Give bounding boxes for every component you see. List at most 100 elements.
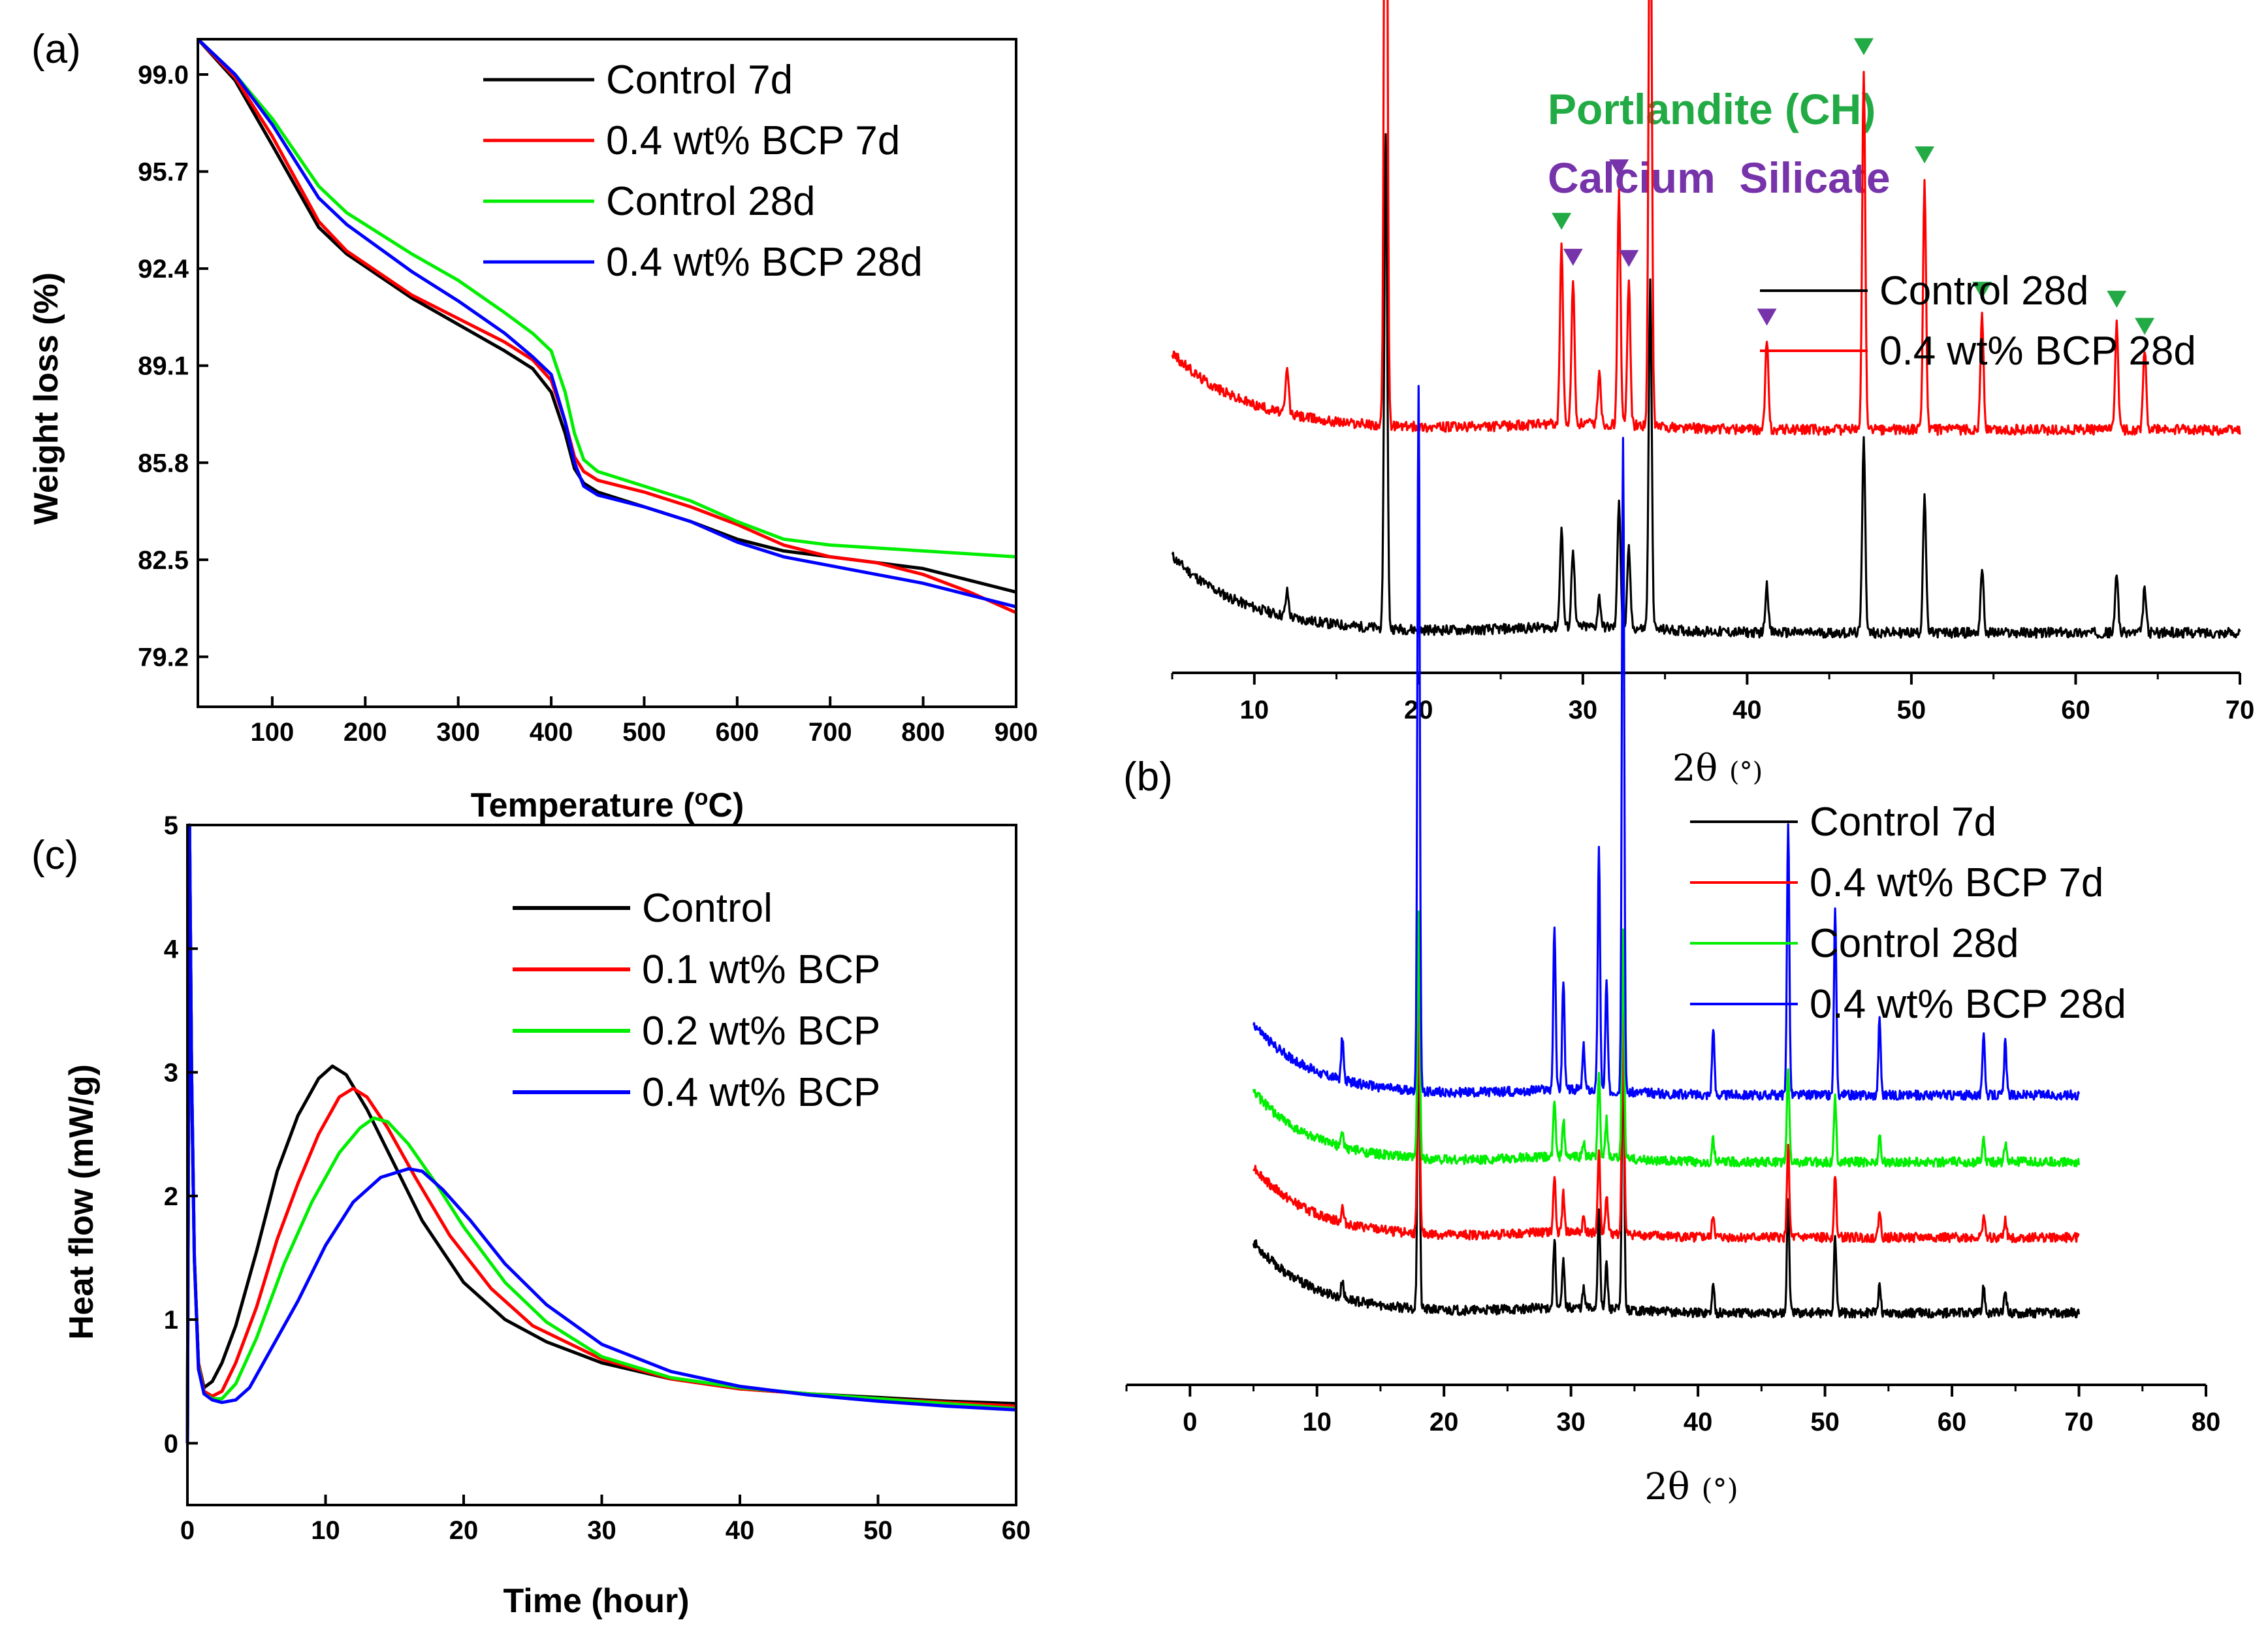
cal-series-0-1-wt-bcp <box>185 823 1017 1444</box>
cal-x-tick-label: 60 <box>1002 1516 1031 1545</box>
xrd-bot-pattern-0-4-wt-bcp-7d <box>1253 990 2080 1244</box>
xrd-top-legend-label-control-28d: Control 28d <box>1879 268 2089 314</box>
cal-x-tick-label: 20 <box>449 1516 479 1545</box>
portlandite-peak-marker <box>1552 212 1572 230</box>
calorimetry-legend: Control 0.1 wt% BCP 0.2 wt% BCP 0.4 wt% BCP <box>513 886 880 1115</box>
xrd-bot-x-tick-label: 80 <box>2192 1408 2221 1436</box>
xrd-bot-pattern-0-4-wt-bcp-28d <box>1252 385 2081 1101</box>
xrd-top-x-tick-label: 50 <box>1897 696 1926 724</box>
calcium-silicate-peak-marker <box>1619 250 1639 267</box>
xrd-top-legend-label-0-4-wt-bcp-28d: 0.4 wt% BCP 28d <box>1879 329 2196 374</box>
cal-y-tick-label: 1 <box>164 1306 178 1335</box>
tga-x-tick-label: 700 <box>808 718 852 747</box>
xrd-bot-x-tick-label: 70 <box>2064 1408 2094 1436</box>
xrd-bot-legend-label-0-4-wt-bcp-7d: 0.4 wt% BCP 7d <box>1810 860 2103 905</box>
portlandite-peak-marker <box>2135 317 2155 335</box>
xrd-bot-x-tick-label: 20 <box>1429 1408 1459 1436</box>
tga-y-tick-label: 92.4 <box>138 255 189 284</box>
tga-y-tick-label: 79.2 <box>138 643 189 672</box>
cal-series-control <box>185 823 1017 1444</box>
tga-y-axis-title: Weight loss (%) <box>27 272 65 525</box>
cal-series-0-4-wt-bcp <box>185 823 1017 1444</box>
xrd-bottom-legend: Control 7d 0.4 wt% BCP 7d Control 28d 0.4 w… <box>1690 800 2126 1027</box>
tga-legend-label-0-4-wt-bcp-28d: 0.4 wt% BCP 28d <box>606 240 923 285</box>
cal-y-tick-label: 5 <box>164 811 178 840</box>
cal-x-tick-label: 10 <box>311 1516 340 1545</box>
xrd-top-x-tick-label: 60 <box>2061 696 2090 724</box>
xrd-top-x-axis-title: 2θ (°) <box>1672 747 1763 790</box>
panel-b-bottom-xrd-chart: (b) 0 10 20 30 40 50 60 70 80 Control 7d 0.4 wt% … <box>1123 385 2221 1508</box>
panel-a-label: (a) <box>31 27 81 72</box>
cal-y-tick-label: 2 <box>164 1182 178 1211</box>
tga-x-tick-label: 300 <box>436 718 480 747</box>
cal-x-tick-label: 50 <box>863 1516 893 1545</box>
tga-series-0-4-wt-bcp-28d <box>197 38 1017 609</box>
portlandite-peak-marker <box>1972 282 1992 299</box>
xrd-bot-legend-label-0-4-wt-bcp-28d: 0.4 wt% BCP 28d <box>1810 982 2126 1027</box>
xrd-bot-x-tick-label: 40 <box>1684 1408 1713 1436</box>
tga-x-tick-label: 100 <box>251 718 295 747</box>
xrd-bot-x-tick-label: 50 <box>1810 1408 1840 1436</box>
xrd-bot-x-tick-label: 0 <box>1183 1408 1197 1436</box>
xrd-top-phase-portlandite: Portlandite (CH) <box>1548 85 1876 133</box>
xrd-top-x-tick-label: 30 <box>1569 696 1598 724</box>
cal-legend-label-0-4-wt-bcp: 0.4 wt% BCP <box>642 1070 880 1115</box>
calcium-silicate-peak-marker <box>1563 248 1583 266</box>
tga-x-tick-label: 200 <box>343 718 387 747</box>
xrd-top-pattern-0-4-wt-bcp-28d <box>1171 0 2241 436</box>
tga-y-tick-label: 89.1 <box>138 352 189 381</box>
xrd-top-legend: Control 28d 0.4 wt% BCP 28d <box>1760 268 2196 374</box>
xrd-top-x-tick-label: 10 <box>1240 696 1270 724</box>
calcium-silicate-peak-marker <box>1609 159 1629 176</box>
panel-c-calorimetry-chart: (c) Heat flow (mW/g) Time (hour) 0 10 20 30… <box>31 811 1030 1620</box>
cal-legend-label-control: Control <box>642 886 773 931</box>
cal-y-tick-label: 3 <box>164 1059 178 1088</box>
tga-x-tick-label: 500 <box>622 718 666 747</box>
xrd-bottom-x-axis-title: 2θ (°) <box>1644 1466 1738 1508</box>
xrd-bot-x-tick-label: 10 <box>1302 1408 1332 1436</box>
xrd-bot-pattern-control-28d <box>1252 910 2081 1168</box>
portlandite-peak-marker <box>2107 291 2127 308</box>
tga-x-tick-label: 600 <box>715 718 759 747</box>
portlandite-peak-marker <box>1915 146 1935 164</box>
tga-x-axis-title: Temperature (oC) <box>471 785 744 824</box>
xrd-bot-x-tick-label: 60 <box>1938 1408 1967 1436</box>
xrd-top-pattern-control-28d <box>1171 133 2241 639</box>
cal-x-tick-label: 40 <box>726 1516 755 1545</box>
cal-x-tick-label: 0 <box>180 1516 195 1545</box>
panel-c-label: (c) <box>31 833 78 878</box>
tga-legend-label-control-28d: Control 28d <box>606 179 816 224</box>
calcium-silicate-peak-marker <box>1757 308 1777 326</box>
tga-y-tick-label: 99.0 <box>138 61 189 89</box>
panel-a-tga-chart: (a) Weight loss (%) Temperature (oC) 100… <box>27 27 1038 824</box>
tga-legend: Control 7d 0.4 wt% BCP 7d Control 28d 0.4 w… <box>483 57 923 285</box>
cal-y-tick-label: 0 <box>164 1429 178 1458</box>
xrd-bot-pattern-control-7d <box>1252 1007 2081 1319</box>
panel-b-label: (b) <box>1123 754 1173 800</box>
xrd-bot-x-tick-label: 30 <box>1556 1408 1586 1436</box>
cal-legend-label-0-2-wt-bcp: 0.2 wt% BCP <box>642 1009 880 1054</box>
tga-x-tick-label: 400 <box>530 718 573 747</box>
xrd-bot-legend-label-control-7d: Control 7d <box>1810 800 1996 845</box>
tga-legend-label-control-7d: Control 7d <box>606 57 793 103</box>
xrd-bot-legend-label-control-28d: Control 28d <box>1810 921 2019 966</box>
cal-x-tick-label: 30 <box>587 1516 616 1545</box>
tga-legend-label-0-4-wt-bcp-7d: 0.4 wt% BCP 7d <box>606 118 900 163</box>
tga-x-tick-label: 800 <box>901 718 945 747</box>
tga-plot-frame <box>197 38 1017 708</box>
tga-x-tick-label: 900 <box>995 718 1038 747</box>
xrd-top-x-tick-label: 40 <box>1733 696 1762 724</box>
tga-series-control-28d <box>197 38 1017 559</box>
tga-y-tick-label: 85.8 <box>138 449 189 478</box>
cal-y-tick-label: 4 <box>164 935 179 964</box>
xrd-top-phase-calcium-silicate: Calcium Silicate <box>1548 154 1891 202</box>
xrd-top-x-tick-label: 20 <box>1404 696 1433 724</box>
xrd-top-x-tick-label: 70 <box>2226 696 2255 724</box>
portlandite-peak-marker <box>1853 38 1874 56</box>
tga-y-tick-label: 82.5 <box>138 546 189 575</box>
calorimetry-x-axis-title: Time (hour) <box>503 1582 689 1620</box>
cal-legend-label-0-1-wt-bcp: 0.1 wt% BCP <box>642 947 880 992</box>
cal-series-0-2-wt-bcp <box>185 823 1017 1444</box>
panel-b-top-xrd-chart: Portlandite (CH) Calcium Silicate 10 20 30… <box>1171 0 2255 790</box>
